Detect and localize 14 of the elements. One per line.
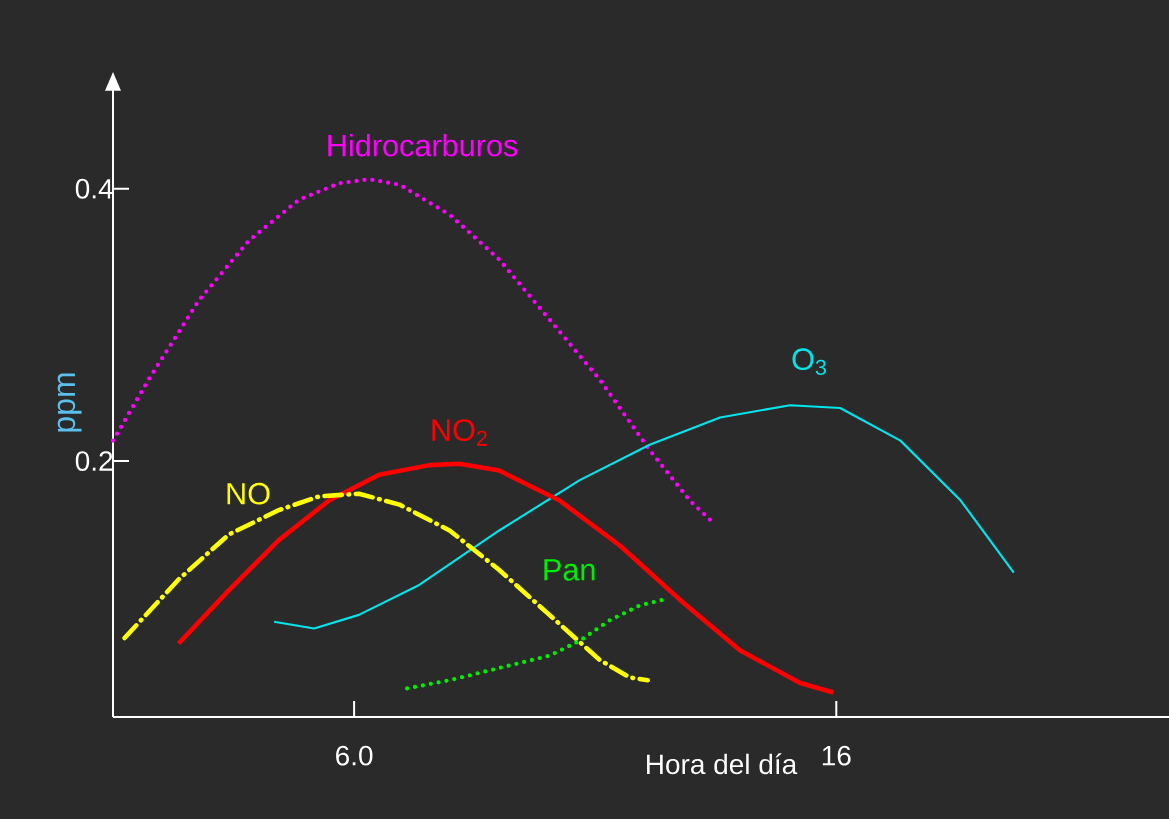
series-label: Pan — [544, 559, 595, 581]
x-axis-title: Hora del día — [647, 753, 798, 775]
line-series — [272, 404, 1015, 630]
x-tick-label: 16 — [822, 745, 851, 766]
series-label: O$_{3}$ — [792, 348, 826, 375]
y-axis-title: ppm — [57, 373, 82, 432]
series-label: NO — [227, 482, 270, 505]
line-series — [176, 461, 836, 695]
line-series — [110, 177, 715, 525]
y-tick-label: 0.4 — [75, 178, 113, 199]
series-label: NO$_{2}$ — [432, 419, 487, 446]
x-tick-label: 6.0 — [336, 745, 373, 766]
y-tick-label: 0.2 — [75, 451, 113, 471]
series-label: Hidrocarburos — [328, 133, 518, 157]
